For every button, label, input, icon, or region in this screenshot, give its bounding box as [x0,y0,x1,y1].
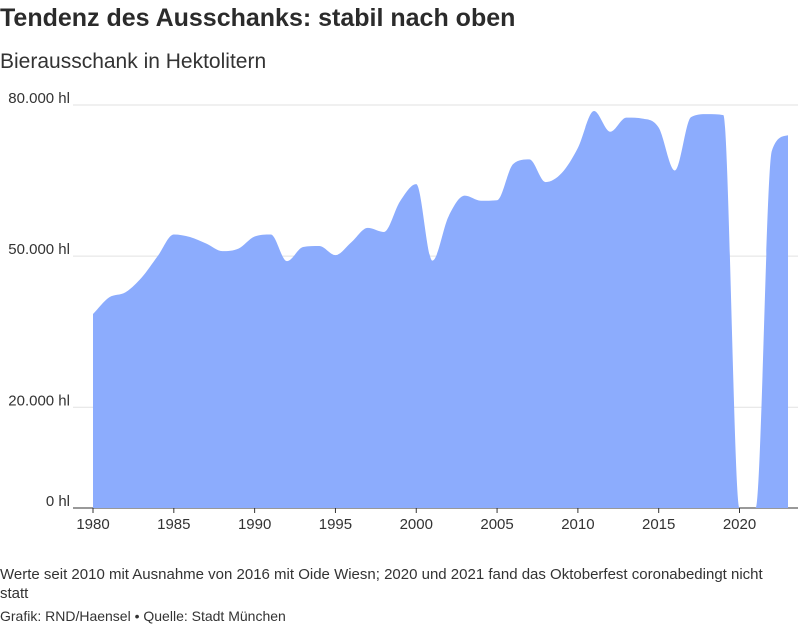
chart-subtitle: Bierausschank in Hektolitern [0,50,267,73]
y-axis: 0 hl 20.000 hl 50.000 hl 80.000 hl [8,90,70,510]
y-tick-label: 0 hl [46,493,70,510]
y-tick-label: 50.000 hl [8,241,70,258]
x-tick-label: 2020 [723,516,756,533]
chart-title: Tendenz des Ausschanks: stabil nach oben [0,4,516,32]
x-tick-label: 2000 [400,516,433,533]
area-fill [93,111,788,509]
x-tick-label: 2010 [561,516,594,533]
x-axis: 1980 1985 1990 1995 2000 2005 2010 2015 2020 [76,508,756,533]
source-credit: Grafik: RND/Haensel • Quelle: Stadt Münc… [0,608,286,624]
x-tick-label: 2005 [480,516,513,533]
footnote: Werte seit 2010 mit Ausnahme von 2016 mi… [0,566,763,602]
x-tick-label: 1980 [76,516,109,533]
y-tick-label: 20.000 hl [8,392,70,409]
x-tick-label: 2015 [642,516,675,533]
y-tick-label: 80.000 hl [8,90,70,107]
series-area [93,111,788,509]
area-chart: 0 hl 20.000 hl 50.000 hl 80.000 hl 1980 1985… [8,90,798,533]
x-tick-label: 1995 [319,516,352,533]
x-tick-label: 1985 [157,516,190,533]
x-tick-label: 1990 [238,516,271,533]
